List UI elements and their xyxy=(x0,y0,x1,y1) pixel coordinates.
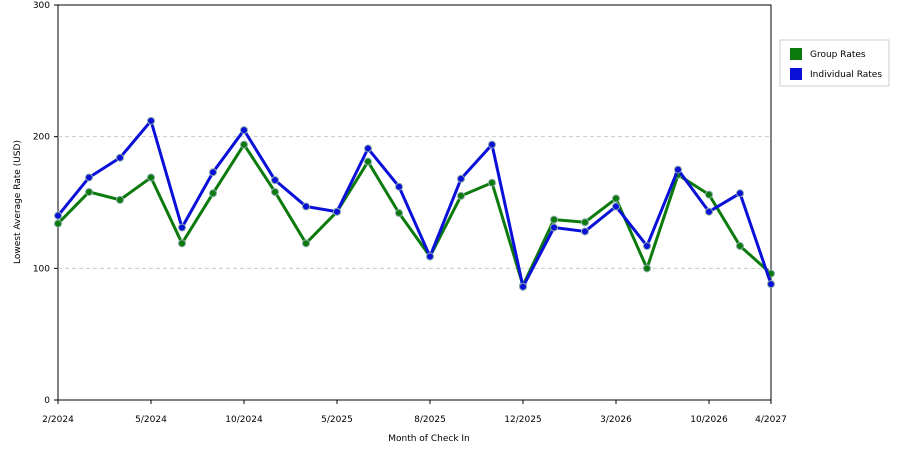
data-point xyxy=(612,202,620,211)
data-point xyxy=(767,280,775,289)
x-tick-label: 8/2025 xyxy=(414,415,446,425)
data-point xyxy=(736,189,744,198)
data-point xyxy=(612,194,620,203)
data-point xyxy=(178,223,186,232)
x-tick-label: 10/2024 xyxy=(225,415,263,425)
data-point xyxy=(333,207,341,216)
legend-swatch xyxy=(790,68,802,80)
data-point xyxy=(302,239,310,248)
data-point xyxy=(488,140,496,149)
y-tick-label: 100 xyxy=(33,264,50,274)
legend-label: Individual Rates xyxy=(810,70,882,80)
data-point xyxy=(240,126,248,135)
data-point xyxy=(705,190,713,199)
x-tick-label: 2/2024 xyxy=(42,415,74,425)
data-point xyxy=(240,140,248,149)
data-point xyxy=(85,187,93,196)
x-tick-label: 3/2026 xyxy=(600,415,632,425)
data-point xyxy=(488,178,496,187)
x-tick-label: 4/2027 xyxy=(755,415,787,425)
y-tick-label: 200 xyxy=(33,133,50,143)
data-point xyxy=(674,165,682,174)
data-point xyxy=(85,173,93,182)
data-point xyxy=(271,176,279,185)
data-point xyxy=(54,211,62,220)
data-point xyxy=(581,218,589,227)
data-point xyxy=(705,207,713,216)
data-point xyxy=(457,174,465,183)
series-line xyxy=(56,117,773,292)
plot-frame xyxy=(57,4,772,401)
data-point xyxy=(209,168,217,177)
data-point xyxy=(519,282,527,291)
data-point xyxy=(54,219,62,228)
data-point xyxy=(116,195,124,204)
y-axis-label: Lowest Average Rate (USD) xyxy=(13,140,23,264)
data-point xyxy=(457,191,465,200)
data-point xyxy=(395,209,403,218)
data-point xyxy=(395,182,403,191)
x-tick-label: 10/2026 xyxy=(690,415,728,425)
series-line xyxy=(56,141,772,290)
x-tick-label: 12/2025 xyxy=(504,415,541,425)
y-tick-label: 0 xyxy=(44,396,50,406)
data-point xyxy=(550,215,558,224)
y-tick-label: 300 xyxy=(33,1,50,11)
data-point xyxy=(271,187,279,196)
data-point xyxy=(209,189,217,198)
legend-swatch xyxy=(790,48,802,60)
x-tick-label: 5/2025 xyxy=(321,415,353,425)
data-point xyxy=(581,227,589,236)
data-point xyxy=(302,202,310,211)
x-tick-label: 5/2024 xyxy=(135,415,167,425)
data-point xyxy=(147,116,155,125)
x-axis-label: Month of Check In xyxy=(388,434,470,444)
legend-label: Group Rates xyxy=(810,50,866,60)
data-point xyxy=(147,173,155,182)
data-point xyxy=(643,264,651,273)
data-point xyxy=(116,153,124,162)
data-point xyxy=(736,241,744,250)
data-point xyxy=(550,223,558,232)
data-point xyxy=(178,239,186,248)
data-point xyxy=(643,241,651,250)
data-point xyxy=(364,144,372,153)
data-point xyxy=(426,252,434,261)
data-point xyxy=(364,157,372,166)
